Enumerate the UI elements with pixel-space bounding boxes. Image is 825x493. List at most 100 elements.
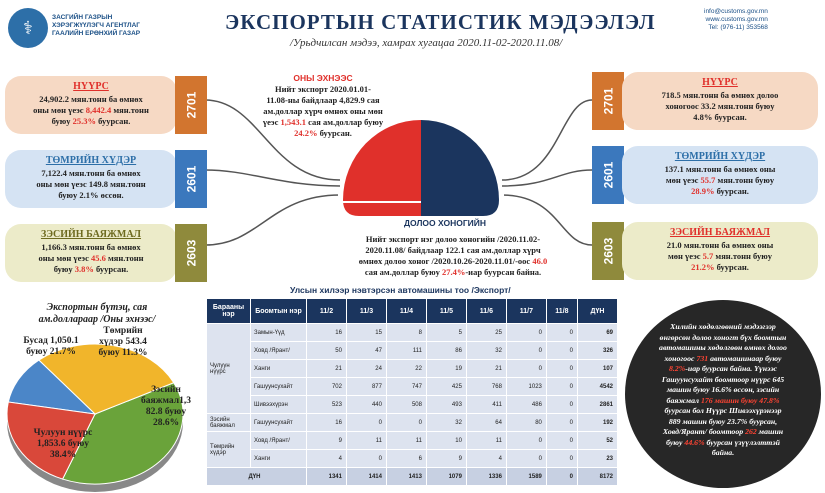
right-card-copper-line1: 21.0 мян.тонн ба өмнөх оны xyxy=(666,240,774,250)
cell-value: 493 xyxy=(425,395,467,414)
table-total-row: ДҮН 1341 1414 1413 1079 1336 1589 0 8172 xyxy=(206,467,619,486)
cell-value: 0 xyxy=(505,431,547,450)
cell-value: 19 xyxy=(425,359,467,378)
contact-phone: Tel: (976-11) 353568 xyxy=(708,24,768,31)
table-row: Ханги 21 24 22 19 21 0 0 107 xyxy=(207,359,619,378)
year-start-line1: Нийт экспорт 2020.01.01- xyxy=(275,84,371,94)
col-header-day: 11/4 xyxy=(385,298,427,324)
cell-value: 0 xyxy=(545,413,578,432)
pie-slice-coal xyxy=(61,382,184,485)
pie-label-other: Бусад 1,050.1 буюу 21.7% xyxy=(23,336,79,357)
pie-label-iron: Төмрийн хүдэр 543.4 буюу 11.3% xyxy=(98,326,148,358)
pie-label-coal: Чулуун нүүрс 1,853.6 буюу 38.4% xyxy=(33,428,93,460)
cell-value: 21 xyxy=(306,359,347,378)
weekly-line4c: -иар буурсан байна. xyxy=(465,267,542,277)
connector-left-coal xyxy=(204,99,341,181)
cell-value: 47 xyxy=(345,341,387,360)
agency-line-2: ХЭРЭГЖҮҮЛЭГЧ АГЕНТЛАГ xyxy=(52,22,140,29)
cell-total: 8172 xyxy=(576,467,619,486)
left-card-copper-line2c: мян.тонн xyxy=(105,253,144,263)
cell-value: 425 xyxy=(425,377,467,396)
pie-slice-copper xyxy=(38,343,175,415)
cell-total: 1589 xyxy=(505,467,547,486)
cell-value: 24 xyxy=(345,359,387,378)
connector-left-copper xyxy=(204,194,341,246)
right-card-coal-line2a: хоногоос xyxy=(665,101,701,111)
right-card-iron-title: ТӨМРИЙН ХҮДЭР xyxy=(674,151,766,162)
cell-value: 0 xyxy=(545,431,578,450)
weekly-heading: ДОЛОО ХОНОГИЙН xyxy=(404,218,486,228)
center-circle-shape xyxy=(343,120,499,216)
table-header-row: Барааны нэр Боомтын нэр 11/2 11/3 11/4 1… xyxy=(206,298,619,324)
right-card-iron-line2c: мян.тонн буюу xyxy=(715,175,775,185)
right-card-coal-percent: 4.8% xyxy=(693,112,713,122)
col-header-total: ДҮН xyxy=(576,298,619,324)
left-card-iron-value: 149.8 xyxy=(88,179,109,189)
col-header-day: 11/5 xyxy=(425,298,467,324)
cell-value: 11 xyxy=(385,431,427,450)
contact-info: info@customs.gov.mn www.customs.gov.mn T… xyxy=(704,8,768,32)
cell-value: 16 xyxy=(306,323,347,342)
left-card-iron-line2a: оны мөн үеэс xyxy=(36,179,89,189)
cell-value: 21 xyxy=(465,359,507,378)
table-row: Шивээхүрэн 523 440 508 493 411 486 0 2861 xyxy=(207,395,619,414)
cell-value: 0 xyxy=(545,359,578,378)
left-card-copper-title: ЗЭСИЙН БАЯЖМАЛ xyxy=(40,229,142,240)
cell-port: Гашуунсухайт xyxy=(250,377,307,396)
right-card-coal-value: 33.2 xyxy=(700,101,716,111)
cell-row-total: 326 xyxy=(576,341,619,360)
table-row: Төмрийн хүдэр Ховд /Ярант/9 11 11 10 11 0 0 52 xyxy=(206,431,619,468)
agency-line-3: ГААЛИЙН ЕРӨНХИЙ ГАЗАР xyxy=(52,30,141,37)
cell-value: 0 xyxy=(545,377,578,396)
left-card-iron-percent: 2.1% xyxy=(79,190,99,200)
left-card-iron-line3a: буюу xyxy=(58,190,80,200)
agency-line-1: ЗАСГИЙН ГАЗРЫН xyxy=(52,14,113,21)
weekly-body: Нийт экспорт нэг долоо хоногийн /2020.11… xyxy=(338,234,568,278)
left-card-coal-line2a: оны мөн үеэс xyxy=(33,105,86,115)
cell-value: 0 xyxy=(345,413,387,432)
right-card-iron-line3c: буурсан. xyxy=(714,186,749,196)
left-card-copper-value: 45.6 xyxy=(91,253,106,263)
left-card-copper-line3c: буурсан. xyxy=(93,264,129,274)
right-card-coal-line1: 718.5 мян.тонн ба өмнөх долоо xyxy=(661,90,779,100)
cell-port: Ханги xyxy=(250,449,307,468)
year-start-line4c: сая ам.доллар буюу xyxy=(305,117,384,127)
cell-value: 80 xyxy=(505,413,547,432)
cell-value: 0 xyxy=(385,413,427,432)
col-header-product: Барааны нэр xyxy=(206,298,251,324)
cell-value: 16 xyxy=(306,413,347,432)
right-card-coal-line3c: буурсан. xyxy=(712,112,747,122)
left-card-copper-line3a: буюу xyxy=(53,264,75,274)
left-card-iron: ТӨМРИЙН ХҮДЭР 7,122.4 мян.тонн ба өмнөх … xyxy=(5,150,177,208)
cell-value: 702 xyxy=(306,377,347,396)
cell-row-total: 2861 xyxy=(576,395,619,414)
connector-right-coal xyxy=(501,99,593,181)
contact-website[interactable]: www.customs.gov.mn xyxy=(705,16,768,23)
left-card-coal-line3c: буурсан. xyxy=(95,116,131,126)
cell-value: 523 xyxy=(306,395,347,414)
left-card-coal-value: 8,442.4 xyxy=(85,105,112,115)
weekly-summary: ДОЛОО ХОНОГИЙН xyxy=(330,218,560,229)
cell-product-group: Төмрийн хүдэр xyxy=(206,431,251,468)
table-row: Зэсийн баяжмал Гашуунсухайт 16 0 0 32 64 80 0 192 xyxy=(206,413,619,432)
pie-label-copper: Зэсийн баяжмал1,3 82.8 буюу 28.6% xyxy=(141,385,191,428)
cell-total: 1341 xyxy=(306,467,347,486)
cell-value: 64 xyxy=(465,413,507,432)
cell-row-total: 69 xyxy=(576,323,619,342)
connector-right-iron xyxy=(501,169,593,187)
left-card-coal-line1: 24,902.2 мян.тонн ба өмнөх xyxy=(39,94,143,104)
left-card-copper-line1: 1,166.3 мян.тонн ба өмнөх xyxy=(41,242,141,252)
cell-value: 11 xyxy=(465,431,507,450)
weekly-line3a: өмнөх долоо хоног /2020.10.26-2020.11.01… xyxy=(358,256,533,266)
left-card-iron-line2c: мян.тонн xyxy=(108,179,146,189)
cell-value: 32 xyxy=(425,413,467,432)
cell-value: 0 xyxy=(505,323,547,342)
year-start-line3: ам.доллар хүрч өмнөх оны мөн xyxy=(263,106,383,116)
cell-value: 11 xyxy=(345,431,387,450)
table-row: Гашуунсухайт 702 877 747 425 768 1023 0 4542 xyxy=(207,377,619,396)
contact-email[interactable]: info@customs.gov.mn xyxy=(704,8,768,15)
cell-value: 8 xyxy=(385,323,427,342)
year-start-line5b: буурсан. xyxy=(317,128,352,138)
cell-row-total: 23 xyxy=(576,449,619,468)
cell-value: 86 xyxy=(425,341,467,360)
